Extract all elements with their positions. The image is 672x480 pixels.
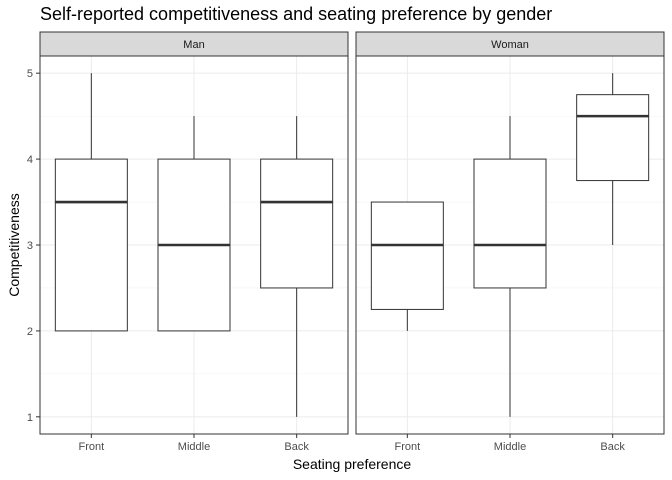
facet-strip-label: Woman bbox=[491, 39, 529, 51]
x-tick-label: Middle bbox=[494, 441, 526, 453]
x-tick-label: Middle bbox=[178, 441, 210, 453]
box-woman-middle bbox=[473, 116, 547, 417]
x-axis-title: Seating preference bbox=[293, 456, 412, 472]
y-tick-label: 1 bbox=[27, 412, 33, 424]
box-iqr bbox=[576, 94, 650, 182]
x-tick-label: Back bbox=[284, 441, 309, 453]
chart-title: Self-reported competitiveness and seatin… bbox=[40, 4, 552, 24]
y-axis: 1 2 3 4 5 bbox=[27, 68, 40, 424]
facet-panel-man: Man bbox=[39, 31, 349, 435]
x-tick-label: Back bbox=[600, 441, 625, 453]
y-tick-label: 3 bbox=[27, 240, 33, 252]
y-tick-label: 2 bbox=[27, 326, 33, 338]
y-axis-title: Competitiveness bbox=[6, 193, 22, 297]
box-man-back bbox=[260, 116, 334, 417]
box-man-front bbox=[54, 73, 128, 332]
x-tick-label: Front bbox=[394, 441, 420, 453]
box-iqr bbox=[370, 201, 444, 310]
box-iqr bbox=[260, 158, 334, 289]
facet-panels: Man Woman bbox=[39, 31, 665, 435]
facet-strip bbox=[39, 31, 349, 57]
y-tick-label: 5 bbox=[27, 68, 33, 80]
facet-panel-woman: Woman bbox=[355, 31, 665, 435]
box-iqr bbox=[54, 158, 128, 332]
box-iqr bbox=[473, 158, 547, 289]
facet-strip-label: Man bbox=[183, 39, 204, 51]
box-woman-front bbox=[370, 201, 444, 331]
y-tick-label: 4 bbox=[27, 154, 33, 166]
box-woman-back bbox=[576, 73, 650, 245]
x-tick-label: Front bbox=[78, 441, 104, 453]
x-axis: Front Middle Back Front Middle Back bbox=[78, 434, 625, 453]
box-man-middle bbox=[157, 116, 231, 332]
